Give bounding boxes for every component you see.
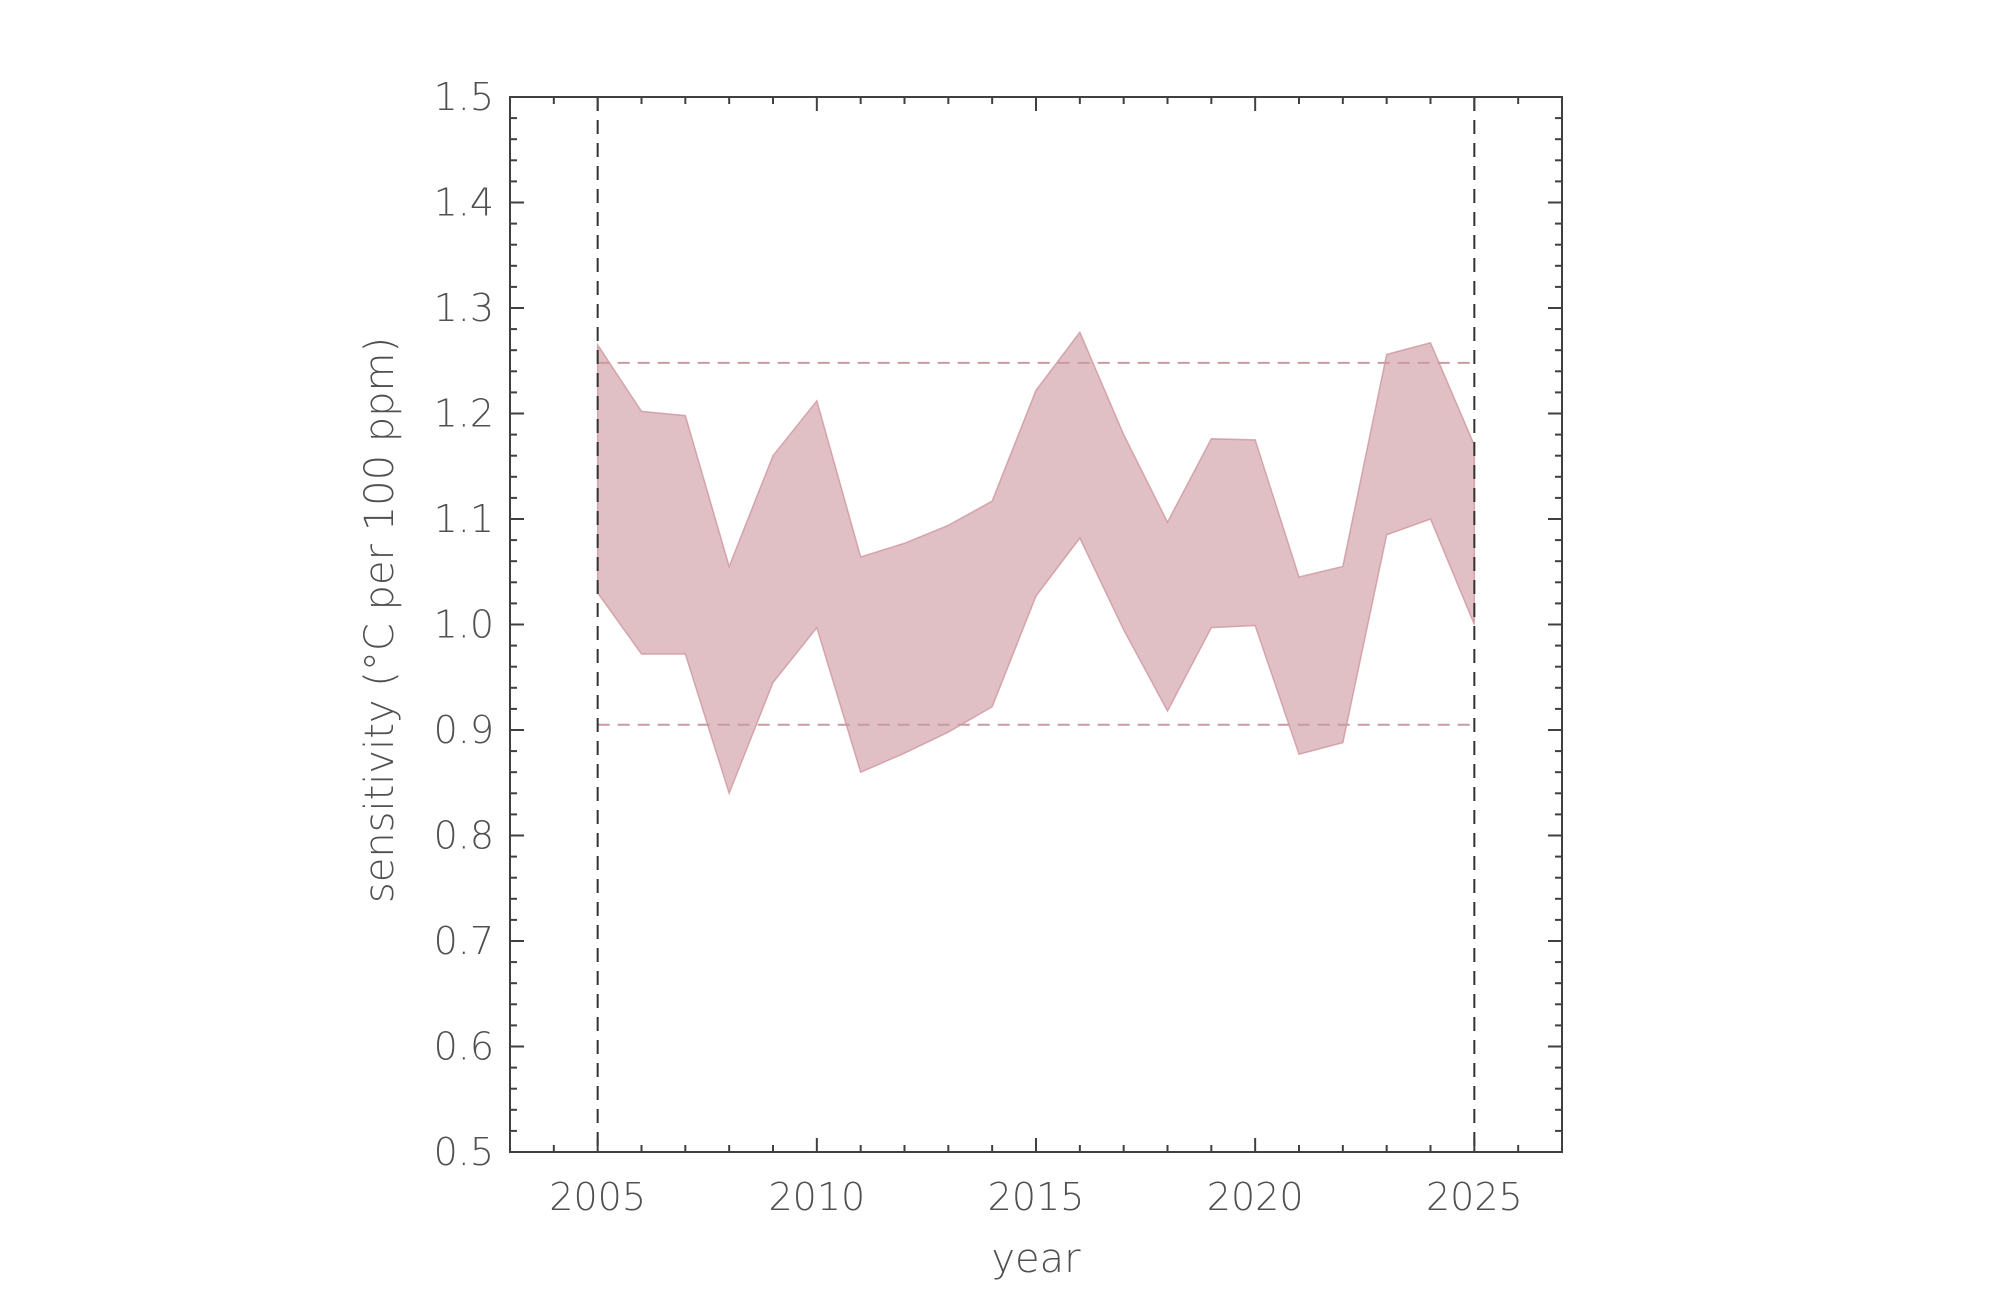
y-tick-label: 0.5 xyxy=(434,1130,494,1174)
band-layer xyxy=(596,330,1476,796)
y-tick-label: 1.4 xyxy=(434,181,494,225)
x-tick-label: 2010 xyxy=(768,1175,865,1219)
y-tick-label: 0.7 xyxy=(434,919,494,963)
y-axis-label: sensitivity (°C per 100 ppm) xyxy=(357,337,403,903)
ticks xyxy=(509,96,1563,1153)
reference-lines xyxy=(596,97,1476,1152)
y-tick-label: 0.9 xyxy=(434,708,494,752)
y-tick-label: 1.5 xyxy=(434,75,494,119)
sensitivity-band xyxy=(596,330,1476,796)
x-tick-label: 2005 xyxy=(549,1175,646,1219)
x-axis-label: year xyxy=(991,1236,1081,1282)
y-tick-label: 0.8 xyxy=(434,814,494,858)
y-tick-label: 1.3 xyxy=(434,286,494,330)
x-tick-label: 2015 xyxy=(988,1175,1085,1219)
x-tick-label: 2025 xyxy=(1426,1175,1523,1219)
tick-labels: 2005 2010 2015 2020 2025 0.5 0.6 0.7 0.8 0.9 1.0 1.… xyxy=(434,75,1523,1219)
y-tick-label: 1.2 xyxy=(434,392,494,436)
y-tick-label: 0.6 xyxy=(434,1025,494,1069)
y-tick-label: 1.0 xyxy=(434,603,494,647)
x-tick-label: 2020 xyxy=(1207,1175,1304,1219)
y-tick-label: 1.1 xyxy=(434,497,494,541)
